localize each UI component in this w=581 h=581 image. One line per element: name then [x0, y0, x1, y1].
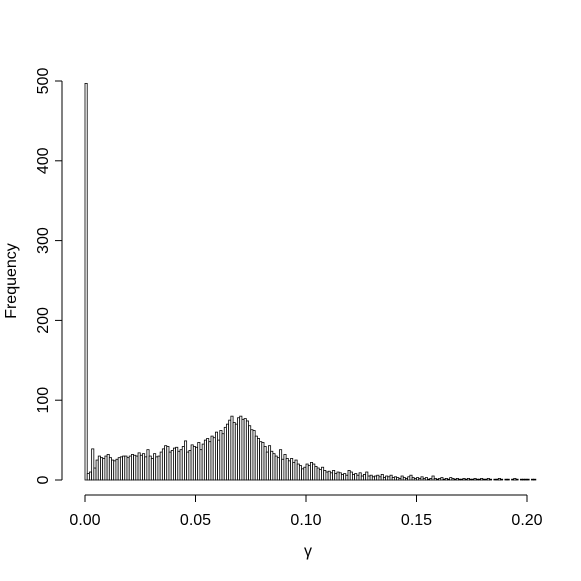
y-tick-label: 100	[35, 387, 52, 414]
bar	[506, 478, 510, 481]
bar	[91, 448, 95, 481]
y-tick-label: 0	[35, 475, 52, 484]
bar	[489, 478, 493, 481]
bar	[533, 478, 537, 481]
y-axis-label: Frequency	[3, 243, 20, 319]
bar	[526, 478, 530, 481]
y-tick-label: 200	[35, 307, 52, 334]
x-tick-label: 0.15	[401, 512, 432, 529]
y-tick-label: 500	[35, 68, 52, 95]
x-tick-label: 0.05	[180, 512, 211, 529]
x-axis-label: γ	[304, 543, 312, 560]
x-tick-label: 0.20	[511, 512, 542, 529]
y-tick-label: 300	[35, 227, 52, 254]
y-tick-label: 400	[35, 147, 52, 174]
bar	[500, 478, 504, 481]
bar	[515, 478, 519, 481]
x-tick-label: 0.00	[69, 512, 100, 529]
x-tick-label: 0.10	[290, 512, 321, 529]
bar	[84, 82, 88, 481]
